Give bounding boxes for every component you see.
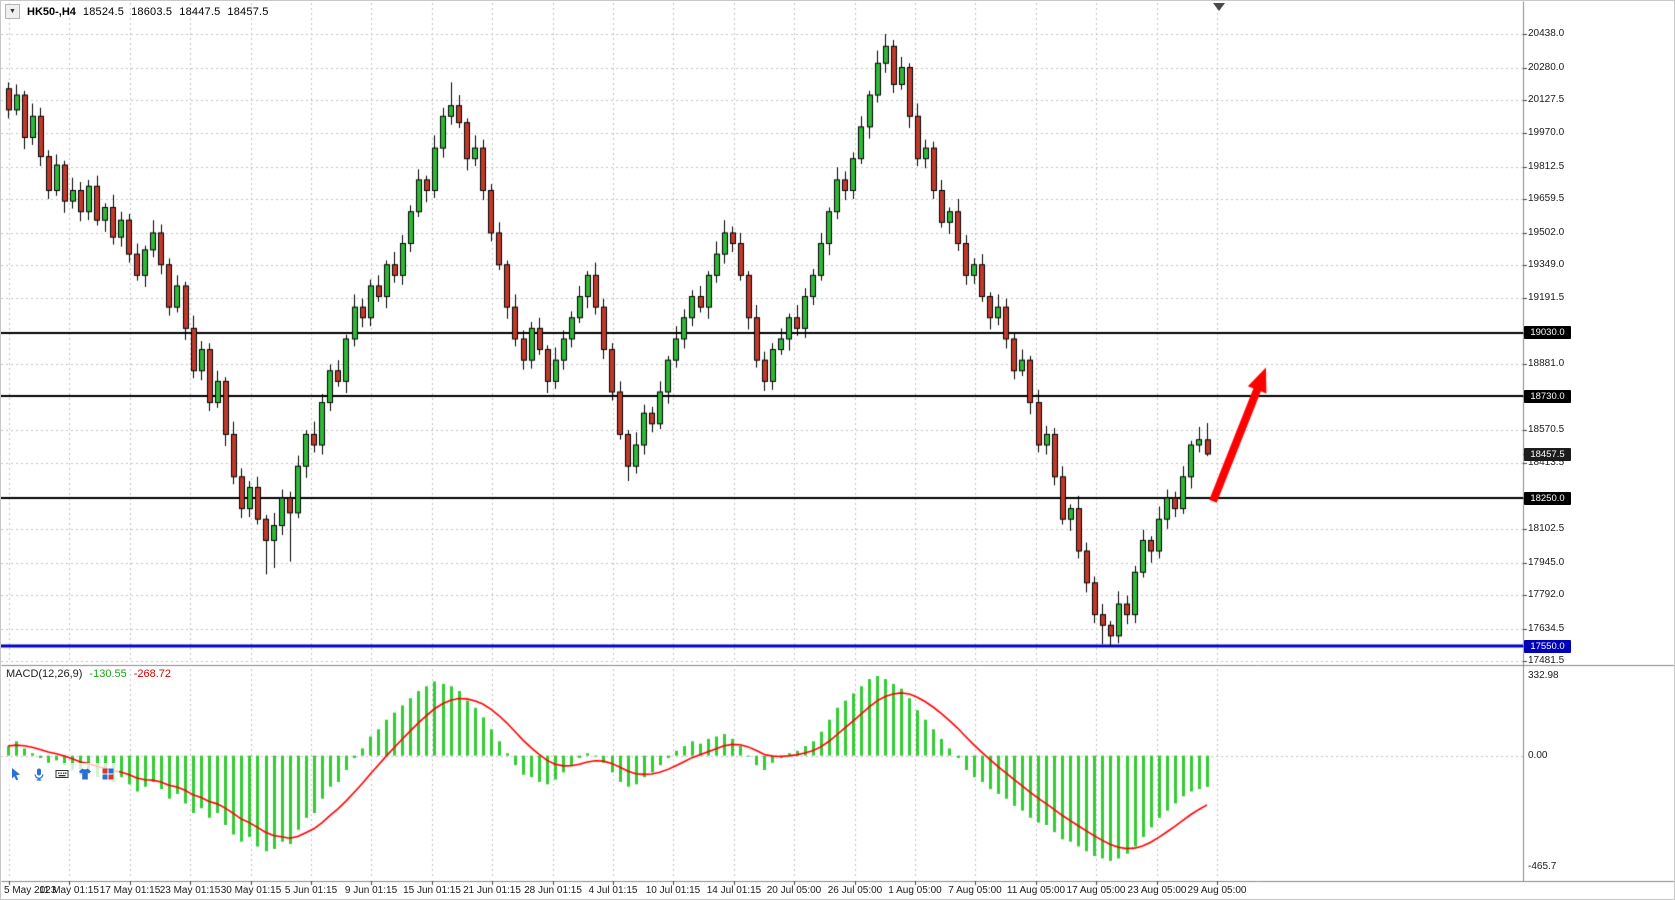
time-tick-label: 21 Jun 01:15 [463, 885, 521, 896]
ohlc-low-value: 18447.5 [179, 5, 221, 18]
price-tick-label: 19970.0 [1528, 127, 1565, 139]
price-tick-label: 18881.0 [1528, 358, 1565, 370]
price-tick-label: 17634.5 [1528, 622, 1565, 634]
quick-toolbar [5, 763, 119, 785]
time-tick-label: 11 Aug 05:00 [1006, 885, 1066, 896]
chart-header: ▼ HK50-,H4 18524.5 18603.5 18447.5 18457… [5, 4, 269, 19]
price-tick-label: 19659.5 [1528, 193, 1565, 205]
macd-indicator-label: MACD(12,26,9) [6, 668, 83, 680]
macd-scale-label: 0.00 [1528, 749, 1548, 761]
price-tick-label: 18102.5 [1528, 523, 1565, 535]
time-tick-label: 15 Jun 01:15 [403, 885, 461, 896]
keyboard-icon[interactable] [52, 764, 72, 784]
macd-header: MACD(12,26,9) -130.55 -268.72 [6, 668, 171, 680]
time-tick-label: 29 Aug 05:00 [1187, 885, 1247, 896]
time-tick-label: 4 Jul 01:15 [588, 885, 638, 896]
tshirt-icon[interactable] [75, 764, 95, 784]
time-tick-label: 23 May 01:15 [159, 885, 221, 896]
ohlc-open-value: 18524.5 [82, 5, 125, 18]
macd-signal-value: -268.72 [133, 668, 172, 680]
time-tick-label: 30 May 01:15 [220, 885, 282, 896]
price-tick-label: 20127.5 [1528, 93, 1565, 105]
price-tick-label: 18570.5 [1528, 424, 1565, 436]
time-tick-label: 9 Jun 01:15 [344, 885, 398, 896]
chart-shift-end-marker[interactable] [1213, 3, 1225, 11]
time-tick-label: 11 May 01:15 [39, 885, 99, 896]
time-tick-label: 5 Jun 01:15 [284, 885, 338, 896]
ohlc-close-value: 18457.5 [227, 5, 269, 18]
price-tick-label: 17945.0 [1528, 556, 1565, 568]
price-level-badge: 18250.0 [1524, 491, 1571, 505]
price-level-badge: 18457.5 [1524, 447, 1571, 461]
time-tick-label: 1 Aug 05:00 [888, 885, 942, 896]
symbol-period-label: HK50-,H4 [27, 5, 76, 18]
collapse-chart-button[interactable]: ▼ [5, 4, 20, 19]
price-tick-label: 17481.5 [1528, 655, 1565, 666]
macd-scale-label: 332.98 [1528, 670, 1559, 681]
time-tick-label: 5 May 2023 [4, 885, 57, 896]
price-tick-label: 17792.0 [1528, 589, 1565, 601]
time-tick-label: 10 Jul 01:15 [645, 885, 701, 896]
price-tick-label: 20280.0 [1528, 61, 1565, 73]
time-tick-label: 17 Aug 05:00 [1066, 885, 1126, 896]
macd-scale-label: -465.7 [1528, 861, 1557, 872]
price-tick-label: 18413.5 [1528, 457, 1565, 469]
layout-grid-icon[interactable] [98, 764, 118, 784]
price-tick-label: 19191.5 [1528, 292, 1565, 304]
time-tick-label: 23 Aug 05:00 [1127, 885, 1187, 896]
time-tick-label: 20 Jul 05:00 [766, 885, 822, 896]
price-tick-label: 19349.0 [1528, 258, 1565, 270]
time-tick-label: 14 Jul 01:15 [706, 885, 762, 896]
ohlc-high-value: 18603.5 [131, 5, 173, 18]
draw-cursor-icon[interactable] [6, 764, 26, 784]
price-level-badge: 19030.0 [1524, 326, 1571, 340]
price-level-badge: 18730.0 [1524, 389, 1571, 403]
time-tick-label: 26 Jul 05:00 [827, 885, 883, 896]
time-tick-label: 28 Jun 01:15 [524, 885, 582, 896]
price-tick-label: 19502.0 [1528, 226, 1565, 238]
macd-main-value: -130.55 [89, 668, 127, 680]
price-level-badge: 17550.0 [1524, 639, 1571, 653]
time-tick-label: 7 Aug 05:00 [948, 885, 1002, 896]
price-tick-label: 19812.5 [1528, 160, 1565, 172]
time-tick-label: 17 May 01:15 [99, 885, 161, 896]
price-tick-label: 20438.0 [1528, 28, 1565, 39]
microphone-icon[interactable] [29, 764, 49, 784]
